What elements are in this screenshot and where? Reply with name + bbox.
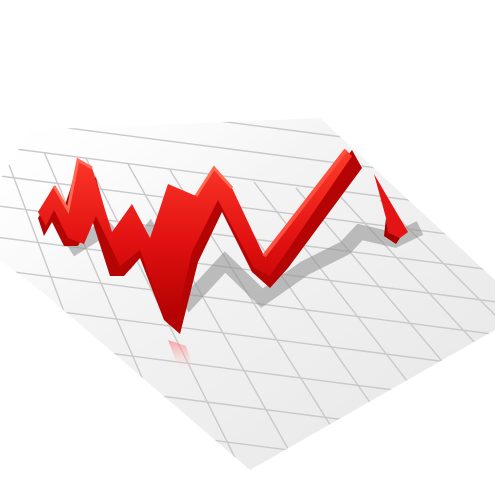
grid-line bbox=[463, 211, 495, 470]
grid-line bbox=[0, 172, 495, 245]
grid-line bbox=[379, 199, 495, 470]
red-zigzag-arrow bbox=[38, 148, 408, 334]
arrow-reflection bbox=[168, 340, 196, 376]
grid-line bbox=[0, 300, 495, 373]
grid-line bbox=[0, 266, 495, 339]
grid-line bbox=[0, 488, 500, 500]
